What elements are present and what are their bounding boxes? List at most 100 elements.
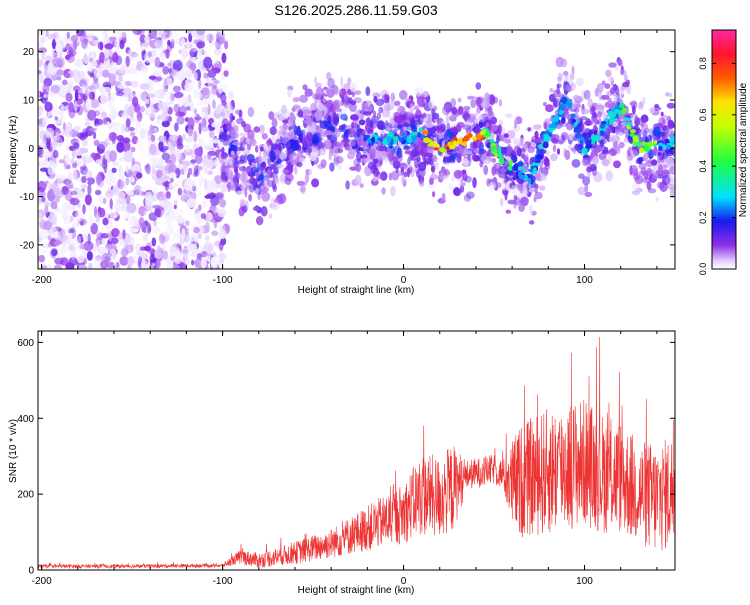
heatmap-cell xyxy=(100,93,108,105)
heatmap-cell xyxy=(193,248,199,253)
heatmap-cell xyxy=(38,211,42,218)
heatmap-cell xyxy=(599,123,606,129)
heatmap-cell xyxy=(214,106,221,115)
heatmap-cell xyxy=(186,136,194,143)
heatmap-cell xyxy=(42,83,50,95)
heatmap-cell xyxy=(176,142,184,150)
heatmap-cell xyxy=(380,150,387,160)
heatmap-cell xyxy=(67,228,75,234)
heatmap-cell xyxy=(119,256,129,266)
heatmap-cell xyxy=(172,264,181,269)
heatmap-cell xyxy=(555,56,564,68)
heatmap-cell xyxy=(206,33,215,42)
heatmap-cell xyxy=(302,84,308,91)
heatmap-cell xyxy=(152,225,161,234)
heatmap-cell xyxy=(514,118,518,129)
heatmap-cell xyxy=(76,132,85,139)
heatmap-cell xyxy=(107,92,116,104)
heatmap-cell xyxy=(592,111,597,119)
heatmap-cell xyxy=(429,177,434,185)
heatmap-cell xyxy=(185,144,191,153)
heatmap-cell xyxy=(165,191,171,199)
heatmap-cell xyxy=(321,144,327,152)
heatmap-cell xyxy=(532,167,537,173)
heatmap-cell xyxy=(592,155,599,165)
heatmap-cell xyxy=(614,127,623,133)
heatmap-cell xyxy=(419,147,424,155)
heatmap-cell xyxy=(100,233,110,239)
heatmap-cell xyxy=(631,104,636,115)
heatmap-cell xyxy=(637,157,643,164)
heatmap-cell xyxy=(134,116,141,127)
heatmap-cell xyxy=(571,159,581,168)
heatmap-cell xyxy=(52,150,59,159)
heatmap-cell xyxy=(452,140,457,147)
heatmap-cell xyxy=(355,151,362,162)
heatmap-cell xyxy=(623,74,628,82)
heatmap-cell xyxy=(646,181,652,191)
heatmap-cell xyxy=(635,187,644,193)
heatmap-cell xyxy=(253,126,261,133)
heatmap-cell xyxy=(669,92,673,98)
heatmap-cell xyxy=(69,197,80,206)
heatmap-cell xyxy=(457,97,462,103)
heatmap-cell xyxy=(441,192,446,202)
heatmap-cell xyxy=(314,110,323,121)
heatmap-cell xyxy=(280,104,287,114)
heatmap-cell xyxy=(167,62,172,67)
x-tick-label: -100 xyxy=(213,275,233,286)
heatmap-cell xyxy=(64,126,73,138)
heatmap-cell xyxy=(527,146,535,154)
heatmap-cell xyxy=(622,117,631,121)
heatmap-cell xyxy=(433,147,439,151)
heatmap-cell xyxy=(450,176,455,183)
y-tick-label: 0 xyxy=(28,566,34,577)
heatmap-cell xyxy=(123,244,134,254)
heatmap-cell xyxy=(124,125,131,133)
heatmap-cell xyxy=(196,30,205,36)
heatmap-cell xyxy=(529,220,535,225)
heatmap-cell xyxy=(108,36,117,41)
heatmap-cell xyxy=(490,145,495,152)
heatmap-cell xyxy=(119,39,125,50)
heatmap-cell xyxy=(375,98,385,107)
heatmap-cell xyxy=(42,151,53,158)
heatmap-cell xyxy=(128,221,134,227)
heatmap-cell xyxy=(201,200,208,209)
x-tick-label: -200 xyxy=(32,576,52,587)
heatmap-cell xyxy=(38,124,44,131)
heatmap-cell xyxy=(200,258,207,269)
heatmap-cell xyxy=(249,176,256,185)
heatmap-cell xyxy=(73,100,78,112)
heatmap-cell xyxy=(139,91,147,101)
heatmap-cell xyxy=(553,89,561,98)
heatmap-cell xyxy=(113,124,120,132)
heatmap-cell xyxy=(327,77,335,89)
heatmap-cell xyxy=(327,99,332,108)
heatmap-cell xyxy=(584,156,591,167)
heatmap-cell xyxy=(211,86,219,95)
heatmap-cell xyxy=(102,197,107,205)
heatmap-cell xyxy=(43,220,53,231)
heatmap-cell xyxy=(629,129,637,134)
heatmap-cell xyxy=(596,82,604,93)
heatmap-cell xyxy=(605,69,612,78)
heatmap-cell xyxy=(53,187,61,197)
heatmap-cell xyxy=(463,105,471,111)
heatmap-cell xyxy=(622,108,627,114)
heatmap-cell xyxy=(227,181,231,193)
heatmap-cell xyxy=(666,144,672,150)
heatmap-cell xyxy=(160,200,166,206)
heatmap-cell xyxy=(206,140,213,150)
heatmap-cell xyxy=(178,49,182,54)
heatmap-cell xyxy=(576,134,581,139)
heatmap-cell xyxy=(259,163,268,174)
heatmap-cell xyxy=(300,133,306,141)
heatmap-cell xyxy=(583,120,593,126)
heatmap-cell xyxy=(135,243,141,252)
heatmap-cell xyxy=(476,149,480,154)
heatmap-cell xyxy=(600,140,604,148)
heatmap-cell xyxy=(452,153,456,164)
heatmap-cell xyxy=(223,70,229,77)
heatmap-cell xyxy=(130,80,139,88)
